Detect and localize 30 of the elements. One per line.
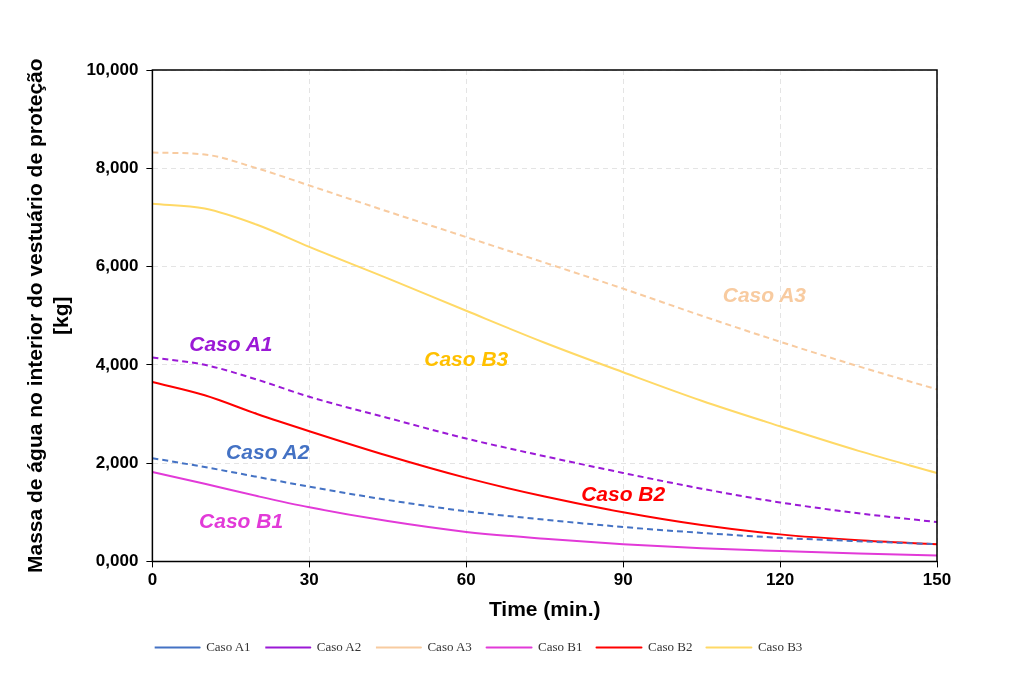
y-axis-title: Massa de água no interior do vestuário de proteção [kg]: [23, 58, 72, 574]
annotation: Caso B2: [581, 481, 666, 505]
line-series: [152, 470, 937, 557]
x-axis-title: Time (min.): [488, 597, 601, 621]
legend-label: Caso A1: [206, 638, 251, 654]
legend-label: Caso B3: [757, 638, 803, 654]
line-series: [152, 202, 937, 474]
legend-label: Caso B2: [648, 638, 693, 654]
annotation: Caso B1: [199, 508, 284, 532]
y-tick-label: 2,000: [95, 452, 139, 472]
line-series: [152, 381, 937, 546]
x-tick-label: 60: [456, 570, 476, 590]
x-tick-label: 0: [147, 570, 158, 590]
y-tick-label: 4,000: [95, 354, 139, 374]
annotation: Caso A2: [226, 440, 310, 464]
annotation: Caso A1: [189, 331, 273, 355]
y-tick-label: 6,000: [95, 256, 139, 276]
y-tick-label: 0,000: [95, 551, 139, 571]
x-tick-label: 150: [922, 570, 952, 590]
line-series: [152, 151, 937, 391]
legend-label: Caso B1: [538, 638, 583, 654]
x-tick-label: 30: [299, 570, 319, 590]
y-tick-label: 10,000: [86, 59, 139, 79]
y-tick-label: 8,000: [95, 157, 139, 177]
x-tick-label: 90: [613, 570, 633, 590]
x-tick-label: 120: [765, 570, 795, 590]
annotation: Caso A3: [722, 282, 807, 306]
legend-label: Caso A3: [427, 638, 472, 654]
annotation: Caso B3: [424, 346, 509, 370]
legend-label: Caso A2: [316, 638, 362, 654]
